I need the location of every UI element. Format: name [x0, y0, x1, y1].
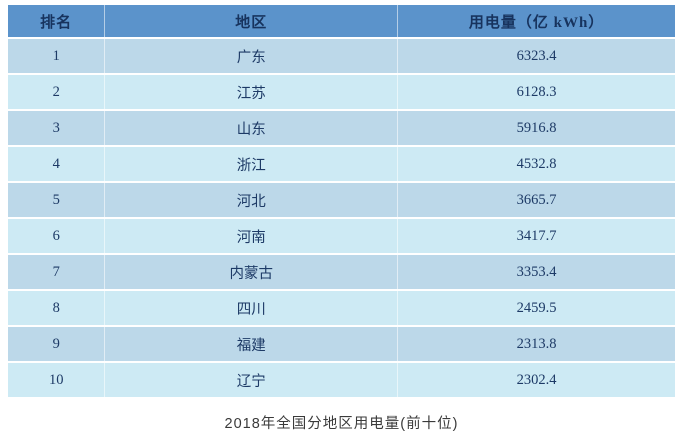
- region-cell: 四川: [105, 291, 399, 325]
- rank-cell: 4: [8, 147, 106, 181]
- table-row: 9 福建 2313.8: [8, 327, 675, 361]
- value-cell: 2459.5: [398, 291, 675, 325]
- value-cell: 6323.4: [398, 39, 675, 73]
- region-cell: 河南: [105, 219, 399, 253]
- value-cell: 4532.8: [398, 147, 675, 181]
- region-cell: 山东: [105, 111, 399, 145]
- table-row: 2 江苏 6128.3: [8, 75, 675, 109]
- header-row: 排名 地区 用电量（亿 kWh）: [8, 5, 675, 37]
- header-cell-region: 地区: [105, 5, 399, 37]
- table-row: 8 四川 2459.5: [8, 291, 675, 325]
- value-cell: 5916.8: [398, 111, 675, 145]
- value-cell: 6128.3: [398, 75, 675, 109]
- table-row: 4 浙江 4532.8: [8, 147, 675, 181]
- header-cell-rank: 排名: [8, 5, 106, 37]
- electricity-table-wrap: 排名 地区 用电量（亿 kWh） 1 广东 6323.4 2 江苏 6128.3…: [8, 3, 675, 433]
- rank-cell: 3: [8, 111, 106, 145]
- value-cell: 2313.8: [398, 327, 675, 361]
- electricity-table: 排名 地区 用电量（亿 kWh） 1 广东 6323.4 2 江苏 6128.3…: [8, 3, 675, 399]
- table-row: 3 山东 5916.8: [8, 111, 675, 145]
- table-row: 6 河南 3417.7: [8, 219, 675, 253]
- rank-cell: 6: [8, 219, 106, 253]
- region-cell: 浙江: [105, 147, 399, 181]
- table-row: 5 河北 3665.7: [8, 183, 675, 217]
- rank-cell: 2: [8, 75, 106, 109]
- table-body: 1 广东 6323.4 2 江苏 6128.3 3 山东 5916.8 4 浙江…: [8, 39, 675, 397]
- rank-cell: 8: [8, 291, 106, 325]
- value-cell: 3665.7: [398, 183, 675, 217]
- table-row: 1 广东 6323.4: [8, 39, 675, 73]
- value-cell: 2302.4: [398, 363, 675, 397]
- region-cell: 江苏: [105, 75, 399, 109]
- region-cell: 内蒙古: [105, 255, 399, 289]
- rank-cell: 5: [8, 183, 106, 217]
- table-caption: 2018年全国分地区用电量(前十位): [224, 416, 459, 432]
- rank-cell: 7: [8, 255, 106, 289]
- rank-cell: 1: [8, 39, 106, 73]
- table-row: 7 内蒙古 3353.4: [8, 255, 675, 289]
- rank-cell: 10: [8, 363, 106, 397]
- region-cell: 辽宁: [105, 363, 399, 397]
- rank-cell: 9: [8, 327, 106, 361]
- value-cell: 3353.4: [398, 255, 675, 289]
- header-cell-value: 用电量（亿 kWh）: [398, 5, 675, 37]
- region-cell: 福建: [105, 327, 399, 361]
- region-cell: 广东: [105, 39, 399, 73]
- value-cell: 3417.7: [398, 219, 675, 253]
- region-cell: 河北: [105, 183, 399, 217]
- table-row: 10 辽宁 2302.4: [8, 363, 675, 397]
